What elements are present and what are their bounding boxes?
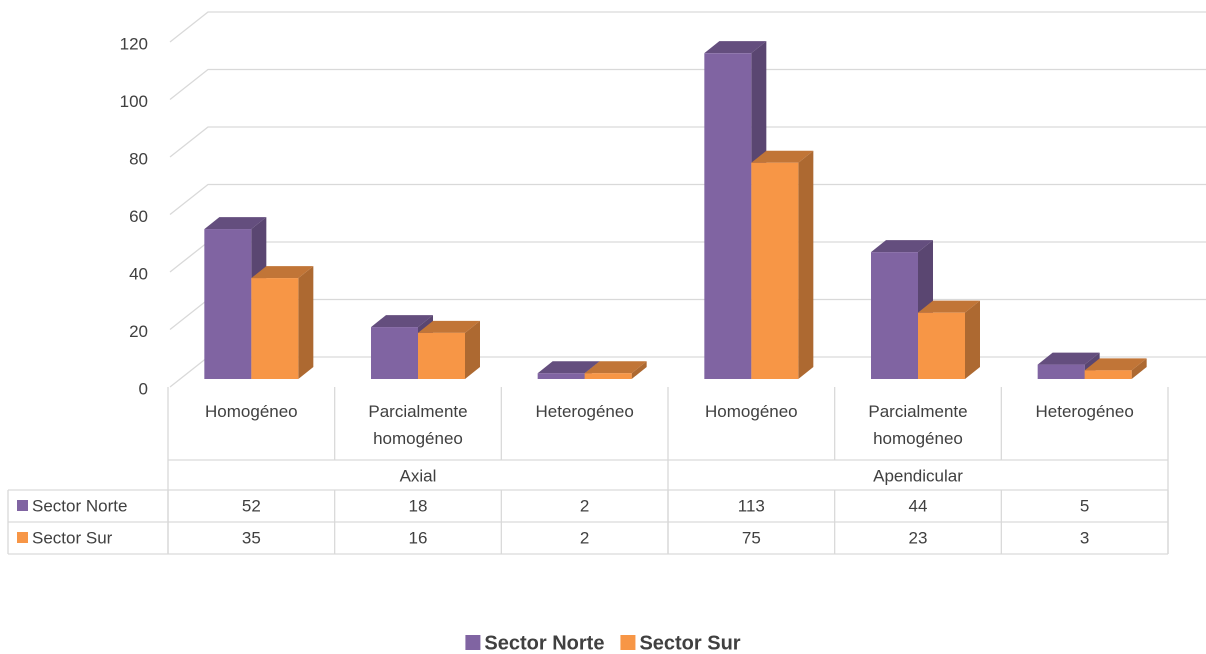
grid-line [169, 298, 1206, 331]
bar-side [965, 300, 980, 379]
bar-top [704, 41, 767, 54]
table-value: 18 [409, 496, 428, 515]
grid-line [169, 126, 1206, 158]
table-value: 2 [580, 496, 589, 515]
bar [537, 373, 585, 379]
bar [584, 373, 632, 379]
category-label: Parcialmente homogéneo [368, 402, 468, 448]
y-tick-label: 80 [129, 149, 148, 168]
grid-line [169, 11, 1206, 43]
bar-side [298, 266, 314, 379]
bar [918, 312, 965, 379]
bar-top [418, 320, 480, 333]
bar-top [1037, 352, 1100, 365]
bar [871, 252, 918, 379]
category-label: Heterogéneo [1035, 402, 1134, 421]
grid-line [169, 241, 1206, 273]
grid-line [169, 183, 1206, 216]
table-value: 5 [1080, 496, 1089, 515]
bar-top [204, 217, 267, 230]
bar-top [1084, 358, 1147, 371]
bar-top [918, 300, 980, 313]
bar-side [631, 361, 647, 379]
y-tick-label: 40 [129, 264, 148, 283]
legend-key [17, 500, 28, 511]
table-value: 44 [909, 496, 928, 515]
bar-top [371, 315, 433, 328]
table-value: 2 [580, 528, 589, 547]
bar-side [465, 320, 480, 379]
legend-key [620, 635, 636, 650]
bar [704, 53, 752, 379]
legend-key [17, 532, 28, 543]
bar-top [871, 240, 933, 253]
table-value: 23 [909, 528, 928, 547]
table-series-label: Sector Sur [32, 528, 113, 547]
table-value: 113 [738, 496, 765, 515]
category-label: Parcialmente homogéneo [868, 402, 968, 448]
bar-side [1131, 358, 1147, 379]
bar [204, 229, 252, 379]
bar [371, 327, 418, 379]
category-label: Homogéneo [205, 402, 298, 421]
bar-side [798, 150, 814, 379]
legend-label: Sector Norte [484, 632, 604, 654]
table-value: 35 [242, 528, 261, 547]
legend-label: Sector Sur [639, 632, 740, 654]
category-label: Heterogéneo [535, 402, 634, 421]
y-tick-label: 60 [129, 207, 148, 226]
table-value: 16 [409, 528, 428, 547]
legend-key [465, 635, 481, 650]
table-value: 75 [742, 528, 761, 547]
y-tick-label: 20 [129, 322, 148, 341]
y-tick-label: 100 [120, 92, 148, 111]
bar-top [751, 150, 814, 163]
table-series-label: Sector Norte [32, 496, 127, 515]
bar [751, 162, 799, 379]
bar-top [537, 361, 600, 374]
table-value: 52 [242, 496, 261, 515]
bar [251, 278, 299, 379]
bar [418, 332, 465, 379]
bar [1037, 364, 1085, 379]
grid-line [169, 68, 1206, 101]
table-value: 3 [1080, 528, 1089, 547]
bar [1084, 370, 1132, 379]
y-tick-label: 0 [139, 379, 148, 398]
bar-top [584, 361, 647, 374]
group-label: Axial [400, 466, 437, 485]
bar-top [251, 266, 314, 279]
category-label: Homogéneo [705, 402, 798, 421]
y-tick-label: 120 [120, 34, 148, 53]
group-label: Apendicular [873, 466, 963, 485]
